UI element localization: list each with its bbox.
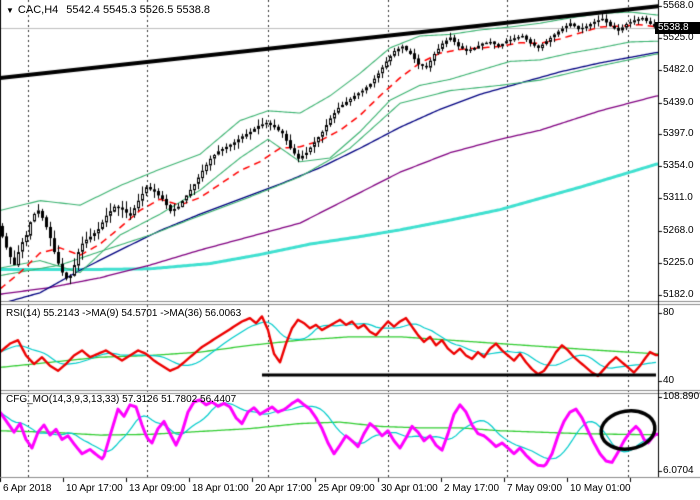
price-axis[interactable] <box>658 0 700 477</box>
time-axis[interactable] <box>0 478 658 500</box>
time-tick-label: 13 Apr 09:00 <box>129 483 186 494</box>
price-tick-label: 5568.0 <box>663 0 694 11</box>
symbol-dropdown-icon[interactable]: ▼ <box>6 6 14 15</box>
time-tick-label: 7 May 09:00 <box>507 483 563 494</box>
price-tick-label: 5482.0 <box>663 64 694 76</box>
price-tick-label: 5268.0 <box>663 224 694 236</box>
price-tick-label: 5397.0 <box>663 128 694 140</box>
time-tick-label: 10 May 01:00 <box>570 483 631 494</box>
cfg-tick-label: 108.8907 <box>663 391 700 402</box>
price-tick-label: 5225.0 <box>663 256 694 268</box>
time-tick-label: 30 Apr 01:00 <box>381 483 438 494</box>
symbol-timeframe-label: CAC,H4 <box>17 4 59 16</box>
price-tick-label: 5354.0 <box>663 160 694 172</box>
rsi-indicator-label: RSI(14) 55.2143 ->MA(9) 54.5701 ->MA(36)… <box>6 308 242 319</box>
time-tick-label: 6 Apr 2018 <box>3 483 52 494</box>
ohlc-values: 5542.4 5545.3 5526.5 5538.8 <box>66 4 211 16</box>
price-tick-label: 5439.0 <box>663 96 694 108</box>
pane-resize-handle-rsi[interactable] <box>0 300 658 304</box>
time-tick-label: 18 Apr 01:00 <box>192 483 249 494</box>
pane-resize-handle-cfg[interactable] <box>0 389 658 393</box>
current-price-tag: 5538.8 <box>655 22 700 34</box>
rsi-tick-label: 80 <box>663 307 675 318</box>
cfg-tick-label: 6.0704 <box>663 465 694 476</box>
time-tick-label: 2 May 17:00 <box>444 483 500 494</box>
price-tick-label: 5311.0 <box>663 192 693 204</box>
price-tick-label: 5525.0 <box>663 32 694 44</box>
cfg-mo-indicator-label: CFG_MO(14,3,9,3,13,33) 57.3126 51.7802 5… <box>6 394 237 405</box>
price-tick-label: 5182.0 <box>663 289 694 300</box>
time-tick-label: 25 Apr 09:00 <box>318 483 375 494</box>
time-tick-label: 20 Apr 17:00 <box>255 483 312 494</box>
chart-title-bar: ▼ CAC,H4 5542.4 5545.3 5526.5 5538.8 <box>6 4 210 17</box>
rsi-tick-label: 40 <box>663 375 675 386</box>
time-tick-label: 10 Apr 17:00 <box>66 483 123 494</box>
